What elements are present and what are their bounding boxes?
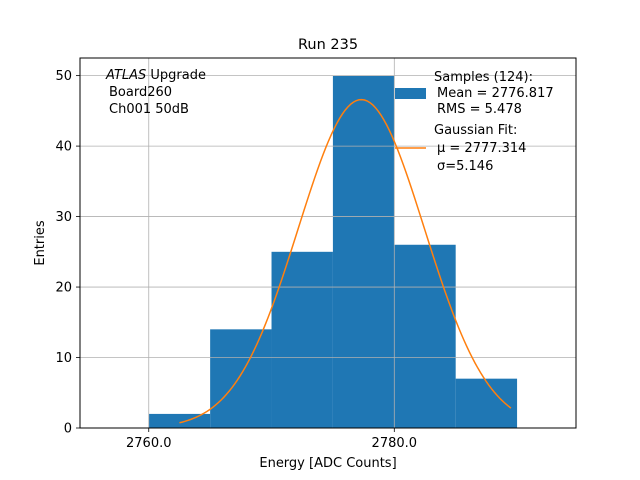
histogram-bar-3	[332, 75, 395, 428]
histogram-bar-4	[394, 244, 456, 428]
x-tick-label-1: 2780.0	[372, 436, 418, 451]
annotation-line-3: Ch001 50dB	[109, 102, 189, 117]
histogram-bar-5	[455, 378, 518, 428]
y-axis-ticks: 0 10 20 30 40 50	[55, 69, 80, 437]
y-tick-label-0: 0	[64, 422, 72, 437]
legend-fit-sigma: σ=5.146	[437, 159, 493, 174]
legend-samples-title: Samples (124):	[434, 70, 533, 85]
legend-fit-title: Gaussian Fit:	[434, 123, 517, 138]
axes-frame	[79, 57, 577, 429]
legend-samples-mean: Mean = 2776.817	[437, 86, 554, 101]
y-tick-label-1: 10	[55, 351, 72, 366]
legend-samples-rms: RMS = 5.478	[437, 102, 522, 117]
legend-samples-swatch	[395, 88, 426, 99]
atlas-annotation: ATLAS Upgrade Board260 Ch001 50dB	[105, 68, 206, 117]
histogram-bar-0	[148, 413, 211, 428]
histogram-bars	[148, 75, 518, 428]
x-tick-label-0: 2760.0	[126, 436, 172, 451]
annotation-line-1: ATLAS Upgrade	[105, 68, 206, 83]
legend-fit-mu: μ = 2777.314	[437, 141, 526, 156]
y-axis-label: Entries	[33, 220, 48, 266]
legend: Samples (124): Mean = 2776.817 RMS = 5.4…	[395, 70, 554, 174]
chart-title: Run 235	[298, 37, 358, 53]
grid-lines	[80, 58, 576, 429]
annotation-line-2: Board260	[109, 85, 172, 100]
y-tick-label-5: 50	[55, 69, 72, 84]
y-tick-label-3: 30	[55, 210, 72, 225]
histogram-bar-2	[271, 251, 333, 428]
histogram-bar-1	[210, 329, 272, 428]
y-tick-label-4: 40	[55, 140, 72, 155]
gaussian-fit-curve	[179, 98, 512, 424]
y-tick-label-2: 20	[55, 281, 72, 296]
x-axis-label: Energy [ADC Counts]	[259, 456, 396, 471]
annotation-atlas: ATLAS	[105, 68, 146, 83]
x-axis-ticks: 2760.0 2780.0	[126, 428, 417, 451]
annotation-upgrade: Upgrade	[146, 68, 206, 83]
